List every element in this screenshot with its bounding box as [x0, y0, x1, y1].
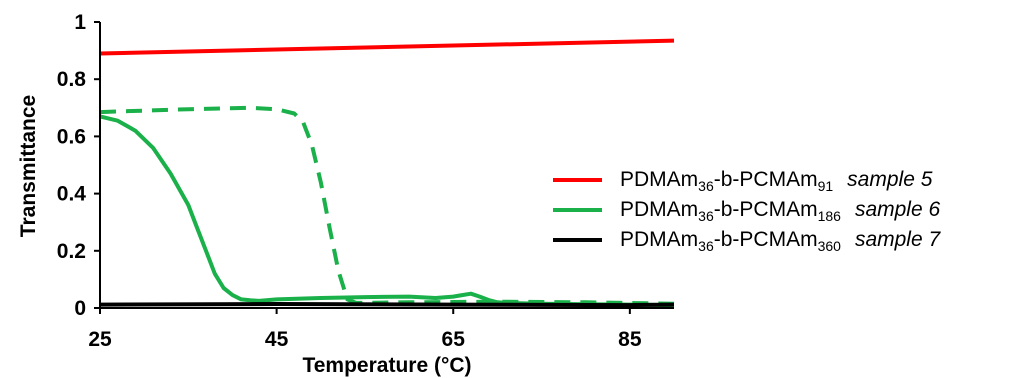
legend-label-mid: -b-PCMAm: [714, 228, 818, 251]
plot-lines: [99, 38, 675, 308]
legend-label: PDMAm36-b-PCMAm91 sample 5: [620, 168, 933, 194]
y-tick-label: 0.8: [57, 68, 87, 91]
legend-label-mid: -b-PCMAm: [714, 168, 818, 191]
legend-label-base: PDMAm: [620, 228, 698, 251]
axes: [99, 22, 674, 309]
series-line-1: [99, 38, 675, 56]
y-ticks: 0 0.2 0.4 0.6 0.8 1: [57, 11, 100, 320]
legend-label-mid: -b-PCMAm: [714, 198, 818, 221]
x-tick-label: 25: [88, 328, 112, 351]
legend-label-sub2: 91: [818, 178, 834, 194]
y-tick-label: 0.4: [57, 183, 87, 206]
series-line-4: [99, 302, 675, 308]
x-tick-label: 65: [442, 328, 466, 351]
legend-label: PDMAm36-b-PCMAm186 sample 6: [620, 198, 940, 224]
y-tick-label: 0: [74, 297, 86, 320]
x-tick-label: 85: [618, 328, 642, 351]
series-line-3: [99, 105, 675, 306]
legend-label-base: PDMAm: [620, 198, 698, 221]
x-tick-label: 45: [265, 328, 289, 351]
legend: PDMAm36-b-PCMAm91 sample 5PDMAm36-b-PCMAm…: [553, 168, 941, 254]
legend-label-sub1: 36: [698, 208, 714, 224]
y-tick-label: 0.2: [57, 240, 86, 263]
legend-label-sub2: 186: [818, 208, 842, 224]
y-axis-title: Transmittance: [17, 95, 40, 237]
legend-label-sub1: 36: [698, 238, 714, 254]
legend-label-note: sample 7: [855, 228, 942, 251]
legend-label-sub1: 36: [698, 178, 714, 194]
legend-label-note: sample 6: [855, 198, 941, 221]
y-tick-label: 1: [74, 11, 86, 34]
series-line-2: [99, 114, 675, 308]
x-axis-title: Temperature (°C): [302, 354, 471, 377]
legend-label-sub2: 360: [818, 238, 842, 254]
legend-label-base: PDMAm: [620, 168, 698, 191]
legend-label: PDMAm36-b-PCMAm360 sample 7: [620, 228, 941, 254]
y-tick-label: 0.6: [57, 125, 86, 148]
x-ticks: 25 45 65 85: [88, 308, 642, 351]
legend-label-note: sample 5: [847, 168, 933, 191]
